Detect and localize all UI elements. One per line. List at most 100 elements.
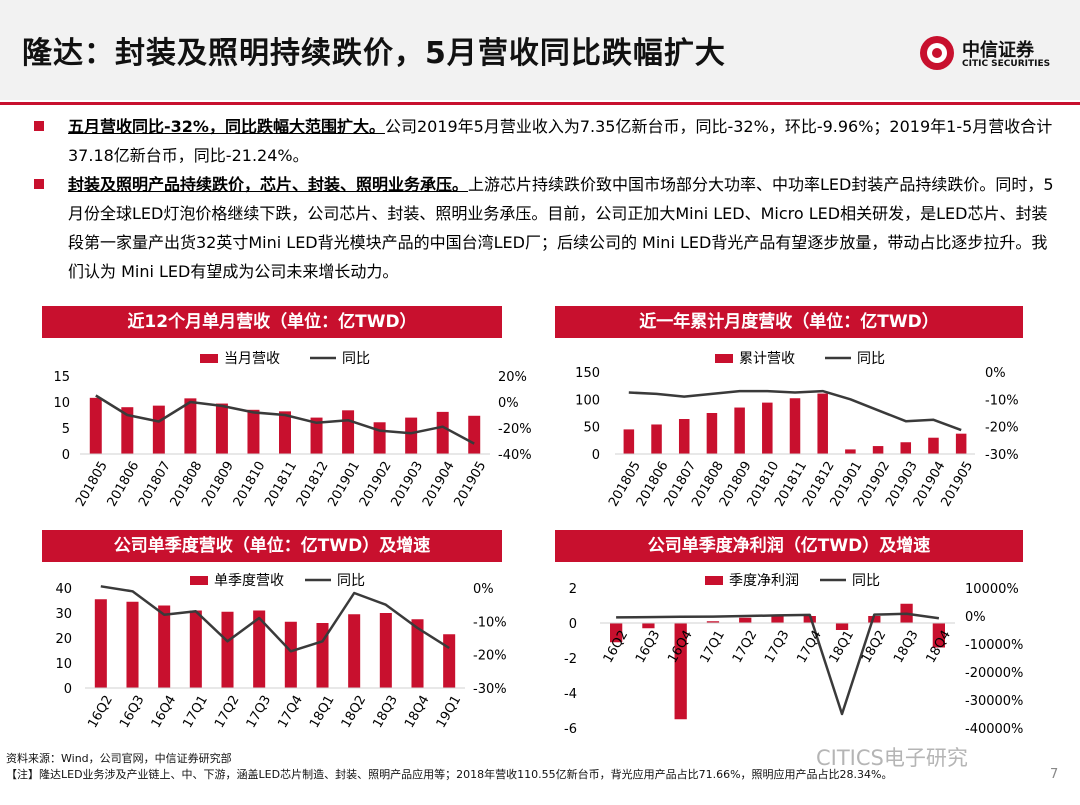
bar-mark xyxy=(279,411,291,454)
bullet-lead: 五月营收同比-32%，同比跌幅大范围扩大。 xyxy=(68,117,385,136)
x-axis-tick-label: 17Q4 xyxy=(275,693,306,731)
left-axis-tick-label: 50 xyxy=(583,421,600,436)
bullet-text: 上游芯片持续跌价致中国市场部分大功率、中功率LED封装产品持续跌价。同时，5月份… xyxy=(68,175,1054,281)
bullet-item-2: 封装及照明产品持续跌价，芯片、封装、照明业务承压。上游芯片持续跌价致中国市场部分… xyxy=(30,170,1060,286)
chart-legend: 累计营收 同比 xyxy=(715,351,885,367)
left-axis-tick-label: 0 xyxy=(592,448,600,463)
bar-mark xyxy=(94,599,107,688)
square-bullet-icon xyxy=(34,179,44,189)
bullet-item-1: 五月营收同比-32%，同比跌幅大范围扩大。公司2019年5月营业收入为7.35亿… xyxy=(30,112,1060,170)
left-axis-tick-label: -2 xyxy=(564,652,577,667)
page-title: 隆达：封装及照明持续跌价，5月营收同比跌幅扩大 xyxy=(22,36,726,71)
legend-label-bar: 当月营收 xyxy=(224,351,280,367)
left-axis-tick-label: 15 xyxy=(53,370,70,385)
right-axis-tick-label: -20% xyxy=(473,649,507,664)
left-axis-tick-label: 2 xyxy=(569,582,577,597)
bar-mark xyxy=(121,407,134,454)
bar-mark xyxy=(284,621,297,688)
x-axis-tick-label: 16Q4 xyxy=(149,693,180,731)
bar-mark xyxy=(348,614,361,688)
right-axis-tick-label: -30% xyxy=(473,682,507,697)
chart-quarterly-profit: 季度净利润 同比 2 0 -2 -4 -6 10000% 0% -10000% -20000% -30… xyxy=(564,573,1023,737)
note-text: 【注】隆达LED业务涉及产业链上、中、下游，涵盖LED芯片制造、封装、照明产品应… xyxy=(6,768,893,781)
bar-mark xyxy=(184,398,197,454)
right-axis-tick-label: -10% xyxy=(473,615,507,630)
bar-mark xyxy=(771,616,784,623)
bar-mark xyxy=(310,417,323,454)
citic-logo-icon xyxy=(920,36,954,70)
bar-mark xyxy=(342,410,355,454)
bar-mark xyxy=(379,613,392,688)
x-axis-tick-label: 19Q1 xyxy=(434,693,465,731)
legend-swatch-bar xyxy=(190,576,208,585)
left-axis-tick-label: 20 xyxy=(55,632,72,647)
right-axis-tick-label: -40% xyxy=(498,448,532,463)
right-axis-tick-label: 0% xyxy=(985,366,1006,381)
bar-mark xyxy=(158,605,171,688)
bar-mark xyxy=(443,634,456,688)
x-axis-tick-label: 18Q3 xyxy=(370,693,401,731)
left-axis-tick-label: 0 xyxy=(569,617,577,632)
bullet-list: 五月营收同比-32%，同比跌幅大范围扩大。公司2019年5月营业收入为7.35亿… xyxy=(30,112,1060,286)
right-axis-tick-label: 20% xyxy=(498,370,527,385)
logo-cn-text: 中信证券 xyxy=(962,40,1034,61)
chart-quarterly-revenue: 单季度营收 同比 0 10 20 30 40 0% -10% -20% -30% 16Q2 16Q3 16… xyxy=(55,573,507,731)
left-axis-tick-label: -6 xyxy=(564,722,577,737)
chart-title-quarterly-profit: 公司单季度净利润（亿TWD）及增速 xyxy=(555,530,1023,562)
right-axis-tick-label: 0% xyxy=(473,582,494,597)
right-axis-tick-label: -20% xyxy=(498,422,532,437)
bar-mark xyxy=(789,398,801,454)
bullet-text: 公司2019年5月营业收入为7.35亿新台币，同比-32%，环比-9.96%；2… xyxy=(68,117,1053,165)
right-axis-tick-label: -10% xyxy=(985,393,1019,408)
left-axis-tick-label: 150 xyxy=(575,366,600,381)
legend-label-bar: 累计营收 xyxy=(739,351,795,367)
x-axis-tick-label: 16Q3 xyxy=(633,628,664,666)
footer: 资料来源：Wind，公司官网，中信证券研究部 【注】隆达LED业务涉及产业链上、… xyxy=(6,751,1046,783)
bar-mark xyxy=(436,411,449,454)
source-text: 资料来源：Wind，公司官网，中信证券研究部 xyxy=(6,752,232,765)
bar-mark xyxy=(872,446,884,454)
legend-label-line: 同比 xyxy=(342,351,370,367)
x-axis-tick-label: 16Q2 xyxy=(85,693,116,731)
right-axis-tick-label: -30000% xyxy=(965,694,1023,709)
x-axis-tick-label: 18Q1 xyxy=(307,693,338,731)
bar-mark xyxy=(932,623,945,648)
line-series-yoy xyxy=(628,389,962,432)
bar-mark xyxy=(835,623,849,630)
bar-mark xyxy=(734,407,745,454)
right-axis-tick-label: 0% xyxy=(498,396,519,411)
bar-mark xyxy=(468,415,481,454)
legend-label-line: 同比 xyxy=(852,573,880,589)
legend-label-line: 同比 xyxy=(857,351,885,367)
chart-legend: 当月营收 同比 xyxy=(200,351,370,367)
legend-label-line: 同比 xyxy=(337,573,365,589)
bar-mark xyxy=(642,623,655,629)
left-axis-tick-label: 0 xyxy=(62,448,70,463)
logo-en-text: CITIC SECURITIES xyxy=(962,59,1051,69)
left-axis-tick-label: 10 xyxy=(53,396,70,411)
legend-label-bar: 单季度营收 xyxy=(214,573,284,589)
line-series-yoy xyxy=(100,585,450,653)
x-axis-tick-label: 17Q1 xyxy=(180,693,211,731)
x-axis-tick-label: 17Q3 xyxy=(762,628,793,666)
chart-legend: 单季度营收 同比 xyxy=(190,573,365,589)
x-axis-tick-label: 16Q3 xyxy=(117,693,148,731)
line-series-yoy xyxy=(95,394,475,445)
bar-mark xyxy=(817,393,828,454)
left-axis-tick-label: 100 xyxy=(575,393,600,408)
x-axis-tick-label: 18Q2 xyxy=(339,693,370,731)
left-axis-tick-label: 0 xyxy=(64,682,72,697)
x-axis-tick-label: 17Q1 xyxy=(698,628,729,666)
bar-mark xyxy=(678,419,690,454)
bar-mark xyxy=(651,424,662,454)
chart-title-cumulative-revenue: 近一年累计月度营收（单位：亿TWD） xyxy=(555,306,1023,338)
x-axis-tick-label: 18Q4 xyxy=(923,628,954,666)
bar-mark xyxy=(845,449,856,454)
bar-mark xyxy=(674,623,687,720)
x-axis-tick-label: 16Q2 xyxy=(601,628,632,666)
legend-swatch-bar xyxy=(200,354,218,363)
bar-mark xyxy=(955,433,967,454)
bar-mark xyxy=(221,611,234,688)
